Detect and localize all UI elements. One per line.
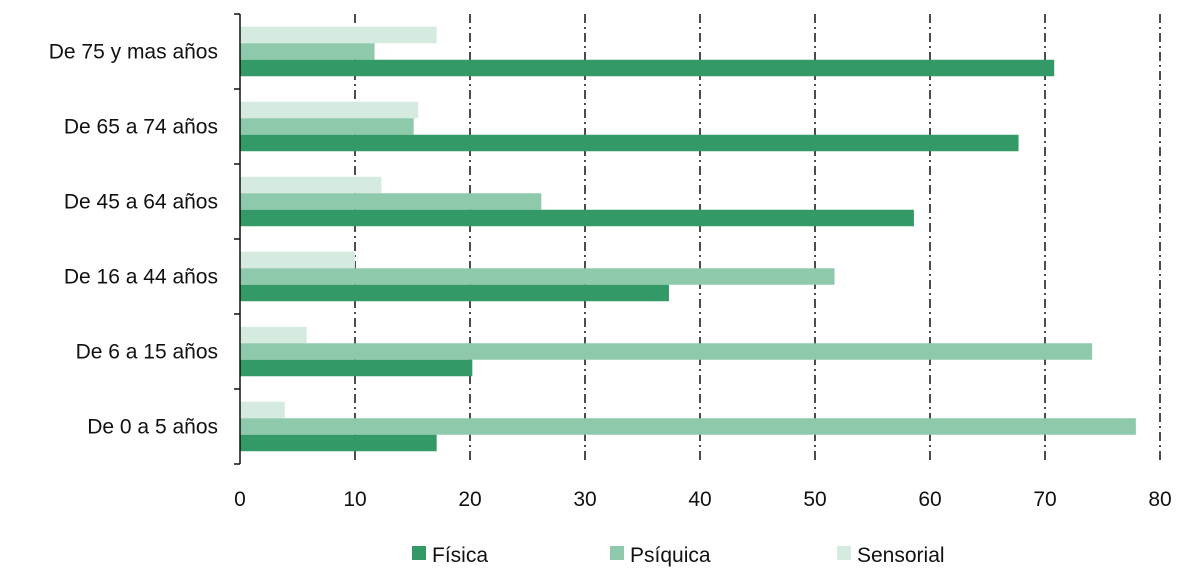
x-tick-labels: 0 10 20 30 40 50 60 70 80	[234, 488, 1172, 511]
legend-swatch-sensorial	[837, 546, 851, 560]
bar-física-3	[240, 284, 669, 302]
x-tick-label-70: 70	[1033, 488, 1056, 511]
x-tick-label-10: 10	[343, 488, 366, 511]
bar-sensorial-0	[240, 26, 437, 44]
bar-sensorial-4	[240, 326, 307, 344]
category-label-5: De 0 a 5 años	[87, 416, 218, 439]
x-tick-label-60: 60	[918, 488, 941, 511]
y-axis	[234, 13, 241, 465]
bar-sensorial-3	[240, 251, 355, 269]
bar-física-0	[240, 59, 1055, 77]
category-label-1: De 65 a 74 años	[64, 116, 218, 139]
x-tick-label-80: 80	[1148, 488, 1171, 511]
category-label-0: De 75 y mas años	[49, 41, 218, 64]
x-tick-label-30: 30	[573, 488, 596, 511]
category-labels: De 75 y mas años De 65 a 74 años De 45 a 6…	[49, 41, 218, 439]
bar-psíquica-1	[240, 118, 414, 135]
category-label-2: De 45 a 64 años	[64, 191, 218, 214]
bar-física-2	[240, 209, 914, 227]
bar-física-1	[240, 134, 1019, 152]
bar-psíquica-5	[240, 418, 1136, 435]
x-tick-label-50: 50	[803, 488, 826, 511]
gridlines	[354, 14, 1161, 464]
bars	[240, 26, 1136, 452]
bar-sensorial-5	[240, 401, 285, 419]
legend-label-psíquica: Psíquica	[630, 544, 711, 567]
bar-sensorial-1	[240, 101, 419, 119]
bar-psíquica-0	[240, 43, 375, 60]
legend-swatch-física	[412, 546, 426, 560]
x-tick-label-20: 20	[458, 488, 481, 511]
category-label-4: De 6 a 15 años	[76, 341, 218, 364]
legend: Física Psíquica Sensorial	[412, 544, 945, 567]
bar-sensorial-2	[240, 176, 382, 194]
legend-swatch-psíquica	[610, 546, 624, 560]
legend-label-sensorial: Sensorial	[857, 544, 945, 567]
bar-física-5	[240, 434, 437, 452]
category-label-3: De 16 a 44 años	[64, 266, 218, 289]
bar-física-4	[240, 359, 473, 377]
bar-psíquica-4	[240, 343, 1093, 360]
x-tick-label-40: 40	[688, 488, 711, 511]
bar-psíquica-2	[240, 193, 542, 210]
x-tick-label-0: 0	[234, 488, 246, 511]
bar-psíquica-3	[240, 268, 835, 285]
legend-label-física: Física	[432, 544, 488, 567]
